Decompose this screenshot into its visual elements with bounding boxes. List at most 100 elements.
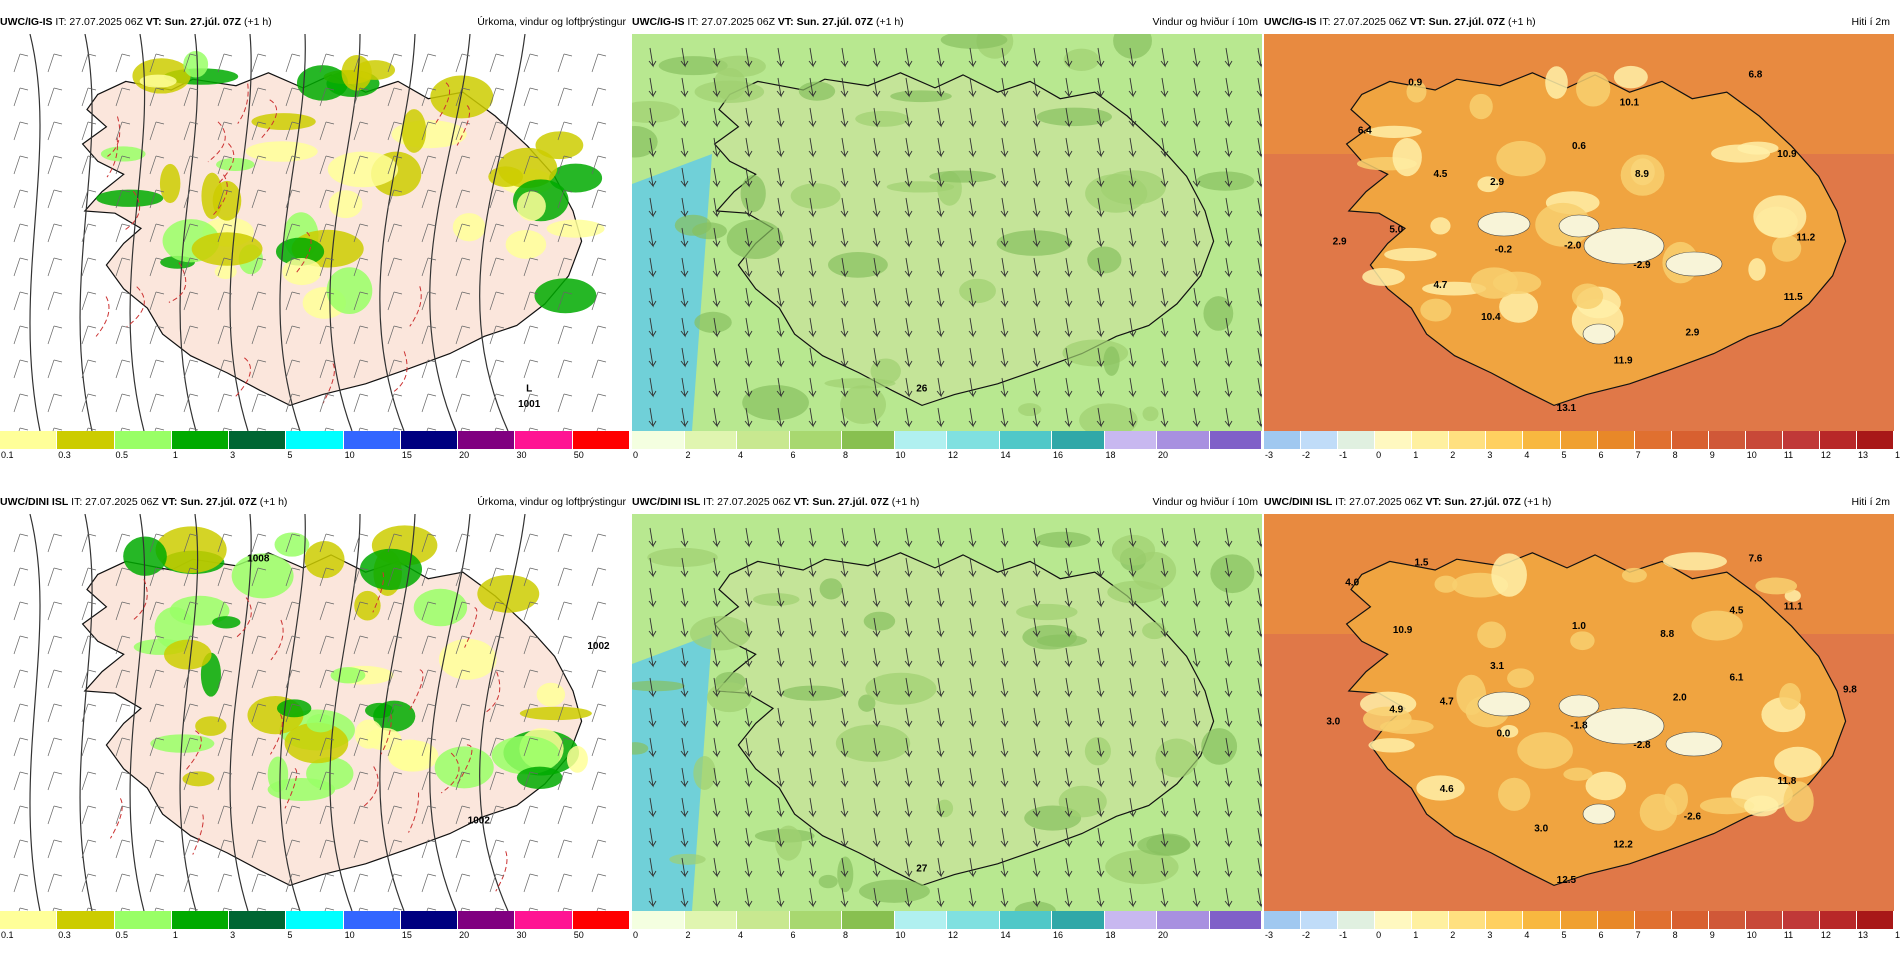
wind-arrow [744, 707, 753, 728]
scale-tick-label: 3 [1487, 450, 1493, 460]
wind-arrow [1064, 857, 1073, 878]
wind-barb [353, 839, 369, 859]
temp-contour [218, 143, 235, 184]
model-name: UWC/IG-IS [1264, 16, 1317, 28]
scale-tick-label: 20 [1158, 450, 1169, 460]
wind-barb [115, 223, 131, 243]
precip-area [477, 575, 540, 613]
wind-barb [251, 223, 267, 243]
valid-time: VT: Sun. 27.júl. 07Z [777, 16, 874, 28]
wind-barb [489, 771, 505, 791]
temperature-area [1772, 235, 1802, 262]
map-value-label: 4.7 [1440, 697, 1454, 708]
wind-barb [319, 393, 335, 413]
color-scale-swatch [842, 911, 895, 929]
wind-arrow [1064, 557, 1073, 578]
wind-arrow [1128, 407, 1137, 428]
wind-arrow [936, 527, 945, 548]
map-value-label: -2.6 [1684, 812, 1702, 823]
wind-barb [81, 601, 97, 621]
temp-contour [456, 105, 471, 146]
wind-barb [47, 53, 63, 73]
wind-barb [81, 223, 97, 243]
wind-arrow [968, 587, 977, 608]
precip-area [566, 745, 588, 773]
wind-barb [149, 121, 165, 141]
precip-area [491, 735, 561, 775]
wind-speed-area [1036, 634, 1088, 647]
wind-speed-area [775, 825, 802, 861]
wind-arrow [1032, 527, 1041, 548]
map-value-label: 11.8 [1777, 776, 1796, 787]
color-scale-swatch [229, 431, 287, 449]
scale-tick-label: 7 [1635, 930, 1641, 940]
color-scale-swatch [1745, 911, 1783, 929]
wind-barb [353, 567, 369, 587]
wind-barb [13, 393, 29, 413]
wind-arrow [808, 677, 817, 698]
scale-tick-label: 8 [1672, 450, 1678, 460]
wind-arrow [1192, 167, 1201, 188]
wind-arrow [840, 77, 849, 98]
wind-barb [387, 155, 403, 175]
wind-arrow [648, 797, 657, 818]
wind-arrow [1128, 257, 1137, 278]
scale-tick-label: 0 [1376, 930, 1382, 940]
isobar-line [79, 514, 93, 911]
wind-arrow [936, 707, 945, 728]
wind-barb [81, 87, 97, 107]
forecast-step: (+1 h) [891, 496, 920, 508]
scale-tick-label: 50 [573, 930, 584, 940]
wind-barb [115, 359, 131, 379]
wind-arrow [1128, 617, 1137, 638]
scale-tick-label: -3 [1265, 930, 1274, 940]
wind-barb [353, 393, 369, 413]
precip-area [535, 131, 584, 160]
wind-arrow [808, 647, 817, 668]
scale-tick-label: 1 [1413, 930, 1419, 940]
wind-arrow [936, 887, 945, 908]
wind-barb [523, 601, 539, 621]
wind-barb [353, 189, 369, 209]
color-scale-swatch [1782, 911, 1820, 929]
precip-area [306, 714, 335, 733]
wind-barb [353, 873, 369, 893]
scale-tick-label: 30 [516, 930, 527, 940]
wind-barb [353, 121, 369, 141]
wind-barb [149, 291, 165, 311]
wind-speed-area [1142, 622, 1167, 640]
color-scale-swatch [1560, 431, 1598, 449]
wind-barb [353, 703, 369, 723]
wind-barb [353, 53, 369, 73]
wind-speed-area [632, 680, 685, 692]
wind-speed-area [1107, 580, 1164, 604]
wind-barb [285, 839, 301, 859]
wind-barb [217, 839, 233, 859]
wind-arrow [712, 857, 721, 878]
wind-arrow [1160, 377, 1169, 398]
wind-arrow [1224, 347, 1233, 368]
wind-arrow [1256, 557, 1262, 578]
temperature-area [1779, 682, 1801, 710]
wind-arrow [680, 707, 689, 728]
wind-barb [183, 291, 199, 311]
wind-barb [319, 257, 335, 277]
wind-arrow [1032, 557, 1041, 578]
wind-arrow [1096, 557, 1105, 578]
wind-arrow [808, 47, 817, 68]
issue-time: IT: 27.07.2025 06Z [71, 496, 159, 508]
wind-barb [562, 907, 573, 911]
wind-barb [149, 53, 165, 73]
precip-area [438, 638, 497, 680]
wind-barb [591, 703, 607, 723]
wind-arrow [904, 707, 913, 728]
wind-barb [251, 533, 267, 553]
wind-barb [222, 907, 233, 911]
wind-barb [387, 325, 403, 345]
wind-speed-area [959, 278, 996, 304]
wind-speed-area [855, 110, 910, 127]
scale-tick-label: 10 [344, 450, 355, 460]
wind-barb [387, 737, 403, 757]
scale-tick-label: 10 [1746, 930, 1757, 940]
wind-arrow [648, 647, 657, 668]
